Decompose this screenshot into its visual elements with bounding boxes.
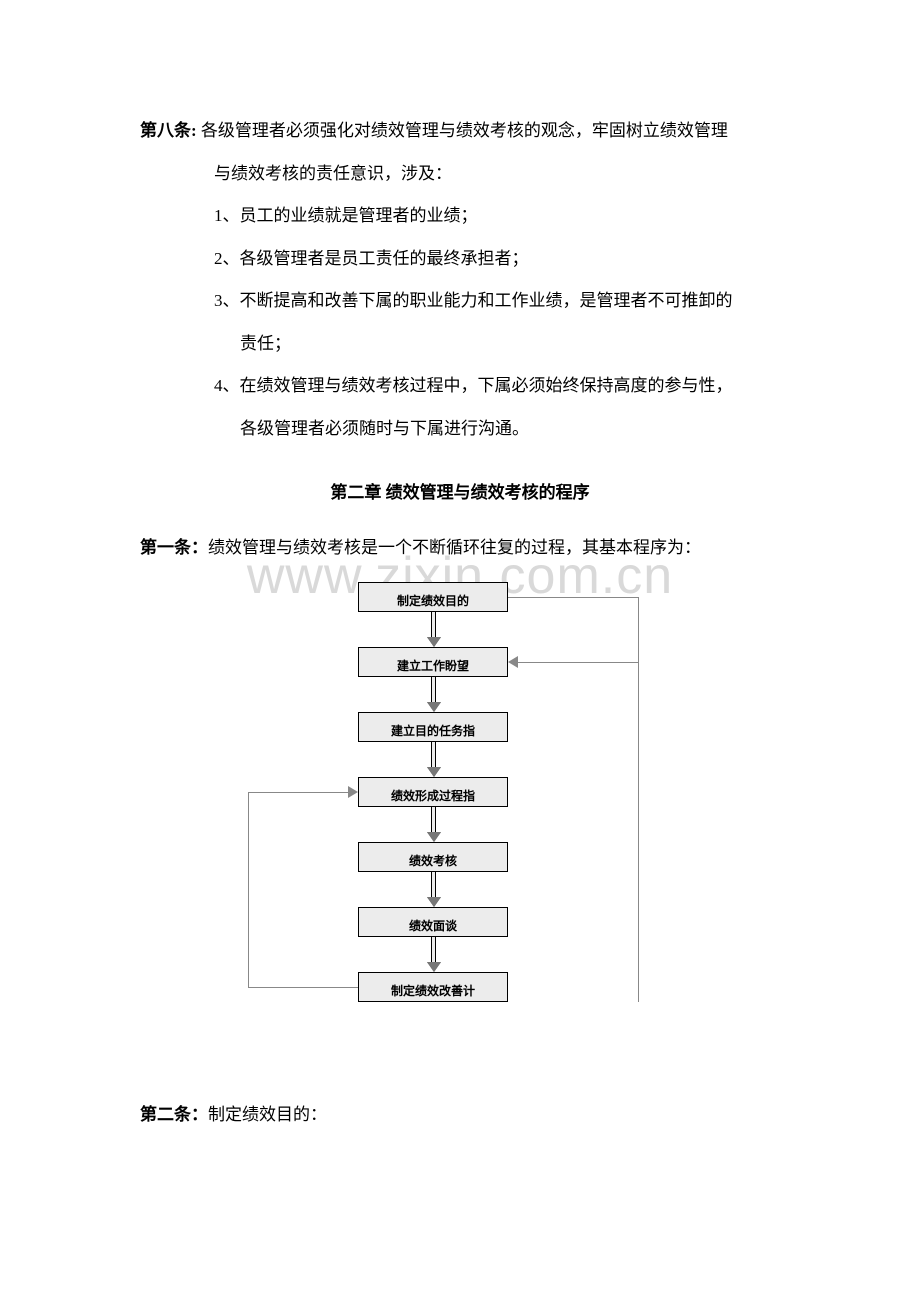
article-8-item-3: 3、不断提高和改善下属的职业能力和工作业绩，是管理者不可推卸的	[140, 280, 780, 323]
flow-arrow-down-0	[427, 612, 439, 647]
flowchart: 制定绩效目的建立工作盼望建立目的任务指绩效形成过程指绩效考核绩效面谈制定绩效改善…	[140, 582, 780, 1062]
flow-node-n3: 建立目的任务指	[358, 712, 508, 742]
feedback-right-v	[638, 597, 639, 1002]
flow-arrow-down-1	[427, 677, 439, 712]
feedback-left-h2	[248, 792, 348, 793]
article-2-label: 第二条：	[140, 1105, 208, 1124]
article-1-label: 第一条：	[140, 538, 208, 557]
flow-node-n1: 制定绩效目的	[358, 582, 508, 612]
feedback-left-h1	[248, 987, 358, 988]
article-8-item-2: 2、各级管理者是员工责任的最终承担者；	[140, 238, 780, 281]
flow-node-n2: 建立工作盼望	[358, 647, 508, 677]
flow-arrow-down-5	[427, 937, 439, 972]
article-1: 第一条：绩效管理与绩效考核是一个不断循环往复的过程，其基本程序为：	[140, 527, 780, 570]
article-8-item-3-cont: 责任；	[140, 323, 780, 366]
article-8: 第八条: 各级管理者必须强化对绩效管理与绩效考核的观念，牢固树立绩效管理 与绩效…	[140, 110, 780, 450]
feedback-right-h1	[508, 597, 638, 598]
flow-arrow-down-3	[427, 807, 439, 842]
flow-arrow-down-2	[427, 742, 439, 777]
flow-node-n7: 制定绩效改善计	[358, 972, 508, 1002]
feedback-left-v	[248, 792, 249, 987]
article-8-label: 第八条:	[140, 121, 197, 140]
document-content: 第八条: 各级管理者必须强化对绩效管理与绩效考核的观念，牢固树立绩效管理 与绩效…	[140, 110, 780, 1136]
flow-node-n4: 绩效形成过程指	[358, 777, 508, 807]
feedback-right-arrow	[508, 656, 518, 668]
article-8-main: 第八条: 各级管理者必须强化对绩效管理与绩效考核的观念，牢固树立绩效管理	[140, 110, 780, 153]
flow-node-n5: 绩效考核	[358, 842, 508, 872]
flow-node-n6: 绩效面谈	[358, 907, 508, 937]
article-8-item-1: 1、员工的业绩就是管理者的业绩；	[140, 195, 780, 238]
article-2-text: 制定绩效目的：	[208, 1105, 327, 1124]
article-1-text: 绩效管理与绩效考核是一个不断循环往复的过程，其基本程序为：	[208, 538, 701, 557]
article-2: 第二条：制定绩效目的：	[140, 1094, 780, 1137]
feedback-left-arrow	[348, 786, 358, 798]
article-8-cont: 与绩效考核的责任意识，涉及：	[140, 153, 780, 196]
feedback-right-h2	[518, 662, 638, 663]
article-8-text: 各级管理者必须强化对绩效管理与绩效考核的观念，牢固树立绩效管理	[201, 121, 728, 140]
chapter-2-title: 第二章 绩效管理与绩效考核的程序	[140, 478, 780, 503]
flow-arrow-down-4	[427, 872, 439, 907]
article-8-item-4-cont: 各级管理者必须随时与下属进行沟通。	[140, 408, 780, 451]
article-8-item-4: 4、在绩效管理与绩效考核过程中，下属必须始终保持高度的参与性，	[140, 365, 780, 408]
